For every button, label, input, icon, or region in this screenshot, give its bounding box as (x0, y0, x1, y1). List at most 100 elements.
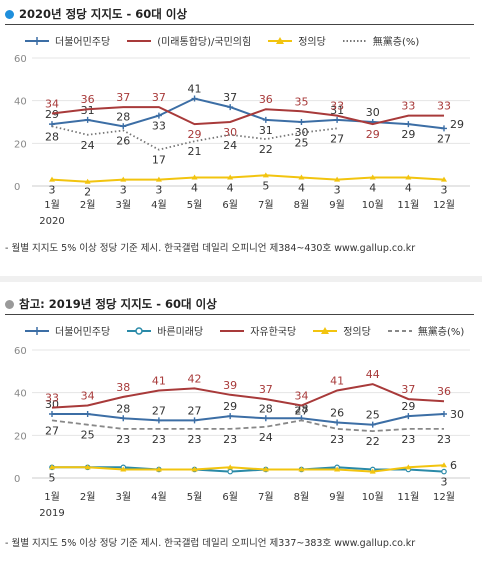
series-group: 27 25 23 23 23 23 24 27 23 22 23 23 (45, 404, 451, 448)
y-tick-label: 40 (14, 97, 27, 108)
data-label: 17 (152, 154, 166, 167)
data-label: 33 (152, 120, 166, 133)
data-label: 26 (116, 135, 130, 148)
legend-swatch-icon (127, 326, 152, 335)
series-group: 34 36 37 37 29 30 36 35 33 29 33 33 (45, 91, 451, 141)
data-label: 23 (152, 433, 166, 446)
data-label: 34 (294, 389, 308, 402)
data-label: 44 (366, 368, 380, 381)
legend-swatch-icon (25, 36, 49, 45)
legend-item: 정의당 (312, 323, 371, 338)
title-bullet-icon (5, 299, 14, 309)
data-label: 25 (81, 429, 95, 442)
series-line (51, 383, 445, 409)
data-label: 29 (366, 128, 380, 141)
x-tick-label: 8월 (294, 491, 310, 503)
series-group: 29 31 28 33 41 37 31 30 31 30 29 27 (45, 83, 451, 146)
legend-item: 정의당 (267, 33, 326, 48)
data-label: 36 (81, 93, 95, 106)
y-tick-label: 0 (14, 474, 20, 485)
panel-title-text: 2020년 정당 지지도 - 60대 이상 (19, 7, 188, 21)
data-point (49, 464, 55, 470)
data-label: 41 (152, 375, 166, 388)
data-label: 28 (259, 402, 273, 415)
data-label: 3 (441, 184, 448, 197)
data-point (298, 174, 305, 180)
data-label: 26 (330, 407, 344, 420)
series-line (51, 125, 338, 151)
data-point (84, 178, 91, 184)
line-chart-2019: 0 20 40 60 1월 2월 3월 4월 5월 6월 7월 8월 9월 10월 11월 12월 2019 30… (14, 346, 470, 519)
legend-item: 더불어민주당 (24, 33, 110, 48)
year-label: 2019 (39, 508, 64, 519)
data-point (441, 125, 447, 132)
data-label: 28 (116, 110, 130, 123)
data-label: 29 (401, 128, 415, 141)
x-tick-label: 9월 (329, 199, 345, 211)
data-label: 30 (450, 408, 464, 421)
x-tick-label: 11월 (397, 199, 419, 211)
y-tick-label: 60 (14, 54, 27, 65)
data-point (84, 464, 91, 470)
legend-label: 자유한국당 (250, 327, 297, 338)
data-label: 29 (450, 118, 464, 131)
footnote: - 월별 지지도 5% 이상 정당 기준 제시. 한국갤럽 데일리 오피니언 제… (5, 538, 416, 549)
legend-swatch-icon (25, 326, 49, 335)
data-point (191, 95, 198, 102)
legend-item: 더불어민주당 (24, 323, 110, 338)
data-label: 37 (116, 91, 130, 104)
x-tick-label: 6월 (222, 199, 238, 211)
data-point (155, 417, 162, 424)
data-point (334, 176, 341, 182)
x-tick-label: 10월 (362, 199, 384, 211)
data-point (191, 466, 198, 472)
data-label: 23 (188, 433, 202, 446)
panel-2019: 참고: 2019년 정당 지지도 - 60대 이상 더불어민주당 바른미래당 자유한… (0, 290, 482, 561)
data-point (49, 411, 55, 417)
data-point (262, 466, 269, 472)
data-label: 41 (330, 375, 344, 388)
data-label: 37 (259, 383, 273, 396)
x-tick-label: 2월 (80, 491, 96, 503)
data-label: 29 (401, 400, 415, 413)
data-label: 35 (294, 95, 308, 108)
data-label: 41 (188, 83, 202, 96)
data-label: 29 (223, 400, 237, 413)
data-label: 38 (116, 381, 130, 394)
data-label: 23 (330, 433, 344, 446)
data-label: 39 (223, 379, 237, 392)
legend-label: 바른미래당 (157, 327, 204, 338)
data-point (155, 176, 162, 182)
data-label: 36 (437, 385, 451, 398)
data-label: 31 (81, 104, 95, 117)
data-point (120, 176, 127, 182)
data-point (227, 468, 233, 475)
title-divider (5, 24, 474, 25)
legend-label: 정의당 (298, 37, 326, 48)
data-point (298, 466, 305, 472)
legend-item: 바른미래당 (126, 323, 203, 338)
legend-swatch-icon (313, 326, 338, 334)
data-label: 3 (441, 476, 448, 489)
data-label: 37 (152, 91, 166, 104)
legend-label: 더불어민주당 (55, 37, 111, 48)
legend-label: 정의당 (343, 327, 371, 338)
chart-legend: 더불어민주당 (미래통합당)/국민의힘 정의당 無黨층(%) (24, 33, 474, 48)
x-tick-label: 11월 (397, 491, 419, 503)
legend-label: 더불어민주당 (55, 327, 111, 338)
data-point (405, 121, 412, 128)
data-point (369, 468, 376, 474)
data-point (120, 415, 127, 422)
data-label: 23 (116, 433, 130, 446)
panel-2020: 2020년 정당 지지도 - 60대 이상 더불어민주당 (미래통합당)/국민의힘… (0, 0, 482, 268)
series-group: 6 (49, 459, 457, 474)
data-label: 21 (188, 145, 202, 158)
x-tick-label: 7월 (258, 491, 274, 503)
data-point (227, 104, 234, 111)
legend-label: 無黨층(%) (417, 327, 465, 338)
data-label: 37 (223, 91, 237, 104)
series-line (52, 466, 445, 473)
series-line (51, 106, 444, 126)
x-tick-label: 1월 (44, 199, 60, 211)
y-tick-label: 20 (14, 139, 27, 150)
